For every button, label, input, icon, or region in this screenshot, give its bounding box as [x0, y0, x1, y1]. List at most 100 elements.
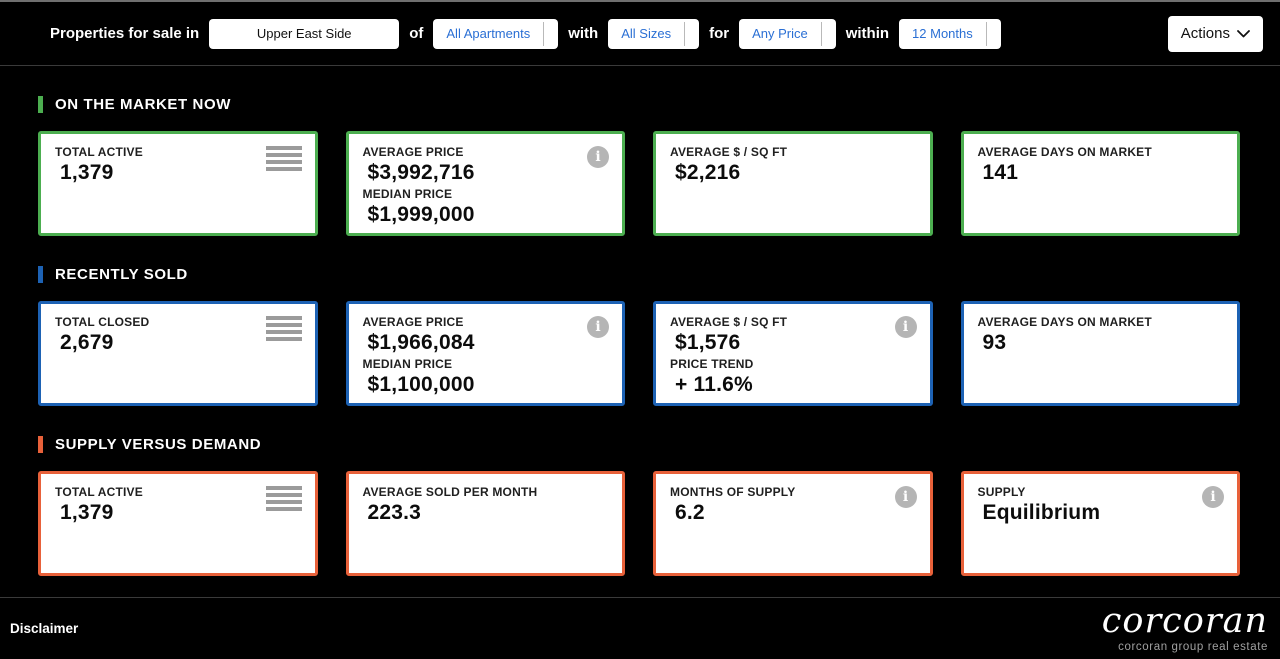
section-header: SUPPLY VERSUS DEMAND [38, 436, 1240, 453]
metric-card: AVERAGE DAYS ON MARKET 93 [960, 301, 1240, 406]
metric-label: PRICE TREND [670, 357, 754, 371]
metric: TOTAL CLOSED 2,679 [55, 315, 301, 355]
metrics-section: SUPPLY VERSUS DEMAND TOTAL ACTIVE 1,379 … [38, 436, 1240, 576]
connector-with: with [568, 25, 599, 42]
metric-label: SUPPLY [977, 485, 1026, 499]
metric: AVERAGE DAYS ON MARKET 141 [978, 145, 1224, 185]
metric-value: $3,992,716 [367, 161, 475, 184]
card-body: AVERAGE PRICE $1,966,084 MEDIAN PRICE $1… [363, 315, 609, 397]
card-row: TOTAL ACTIVE 1,379 AVERAGE SOLD PER MONT… [38, 471, 1240, 576]
timeframe-value: 12 Months [912, 26, 973, 41]
menu-icon-bar [265, 146, 302, 150]
menu-icon-bar [265, 337, 302, 341]
connector-of: of [409, 25, 424, 42]
menu-icon-bar [265, 160, 302, 164]
metric-card: MONTHS OF SUPPLY 6.2 i [653, 471, 933, 576]
metric-label: MEDIAN PRICE [362, 357, 453, 371]
actions-button[interactable]: Actions [1167, 15, 1263, 52]
filter-bar-label: Properties for sale in [50, 25, 200, 42]
dropdown-arrow-area[interactable] [685, 19, 699, 49]
metric-value: 2,679 [60, 331, 114, 354]
metric-card: AVERAGE $ / SQ FT $2,216 [653, 131, 933, 236]
price-dropdown[interactable]: Any Price [739, 18, 836, 49]
property-type-value: All Apartments [446, 26, 531, 41]
metric-label: AVERAGE $ / SQ FT [670, 315, 788, 329]
metric: MEDIAN PRICE $1,100,000 [363, 357, 609, 397]
metric: AVERAGE SOLD PER MONTH 223.3 [363, 485, 609, 525]
metric-label: TOTAL ACTIVE [55, 485, 143, 499]
metrics-section: ON THE MARKET NOW TOTAL ACTIVE 1,379 AVE… [38, 96, 1240, 236]
menu-icon-bar [265, 507, 302, 511]
metric-value: $1,100,000 [367, 373, 475, 396]
card-body: TOTAL ACTIVE 1,379 [55, 145, 301, 185]
disclaimer-link[interactable]: Disclaimer [10, 621, 79, 636]
dropdown-arrow-area[interactable] [544, 19, 558, 49]
dropdown-divider [985, 21, 987, 46]
metric: AVERAGE PRICE $1,966,084 [363, 315, 609, 355]
metric-card: AVERAGE PRICE $3,992,716 MEDIAN PRICE $1… [345, 131, 625, 236]
card-body: AVERAGE DAYS ON MARKET 93 [978, 315, 1224, 355]
corcoran-logo: corcoran corcoran group real estate [1101, 600, 1268, 654]
logo-tagline: corcoran group real estate [1118, 640, 1268, 653]
dropdown-arrow-area[interactable] [822, 19, 836, 49]
logo-wordmark: corcoran [1101, 600, 1268, 641]
size-value: All Sizes [621, 26, 672, 41]
card-body: SUPPLY Equilibrium [978, 485, 1224, 525]
metric-label: AVERAGE PRICE [362, 315, 464, 329]
menu-icon[interactable] [265, 486, 302, 511]
metric: AVERAGE $ / SQ FT $2,216 [670, 145, 916, 185]
card-body: AVERAGE $ / SQ FT $2,216 [670, 145, 916, 185]
info-icon[interactable]: i [894, 486, 917, 508]
menu-icon-bar [265, 486, 302, 490]
menu-icon-bar [265, 500, 302, 504]
dropdown-arrow-area[interactable] [987, 19, 1001, 49]
metric: AVERAGE DAYS ON MARKET 93 [978, 315, 1224, 355]
menu-icon[interactable] [265, 316, 302, 341]
metric: SUPPLY Equilibrium [978, 485, 1224, 525]
section-title: SUPPLY VERSUS DEMAND [55, 436, 262, 453]
menu-icon-bar [265, 323, 302, 327]
metric-label: MONTHS OF SUPPLY [670, 485, 796, 499]
menu-icon-bar [265, 330, 302, 334]
metric-label: TOTAL CLOSED [55, 315, 150, 329]
metric-value: 6.2 [675, 501, 705, 524]
info-icon[interactable]: i [1202, 486, 1224, 508]
metric-card: TOTAL CLOSED 2,679 [38, 301, 318, 406]
card-row: TOTAL CLOSED 2,679 AVERAGE PRICE $1,966,… [38, 301, 1240, 406]
info-icon[interactable]: i [587, 316, 609, 338]
metric-value: 223.3 [367, 501, 422, 524]
card-body: TOTAL CLOSED 2,679 [55, 315, 301, 355]
metric: TOTAL ACTIVE 1,379 [55, 485, 301, 525]
metric-value: 141 [982, 161, 1019, 184]
metric-card: AVERAGE PRICE $1,966,084 MEDIAN PRICE $1… [345, 301, 625, 406]
card-row: TOTAL ACTIVE 1,379 AVERAGE PRICE $3,992,… [38, 131, 1240, 236]
metric-card: AVERAGE $ / SQ FT $1,576 PRICE TREND + 1… [653, 301, 933, 406]
timeframe-dropdown[interactable]: 12 Months [899, 18, 1001, 49]
metric-label: MEDIAN PRICE [362, 187, 453, 201]
menu-icon[interactable] [265, 146, 302, 171]
card-body: AVERAGE PRICE $3,992,716 MEDIAN PRICE $1… [363, 145, 609, 227]
card-body: TOTAL ACTIVE 1,379 [55, 485, 301, 525]
connector-within: within [845, 25, 890, 42]
metrics-section: RECENTLY SOLD TOTAL CLOSED 2,679 AVERAGE… [38, 266, 1240, 406]
metric: AVERAGE $ / SQ FT $1,576 [670, 315, 916, 355]
size-dropdown[interactable]: All Sizes [608, 18, 700, 49]
footer: Disclaimer corcoran corcoran group real … [0, 597, 1280, 659]
location-input[interactable] [209, 18, 400, 49]
metric-value: $1,576 [675, 331, 741, 354]
metric-card: TOTAL ACTIVE 1,379 [38, 471, 318, 576]
metric-value: Equilibrium [982, 501, 1101, 524]
card-body: AVERAGE $ / SQ FT $1,576 PRICE TREND + 1… [670, 315, 916, 397]
card-body: AVERAGE SOLD PER MONTH 223.3 [363, 485, 609, 525]
metric-label: AVERAGE PRICE [362, 145, 464, 159]
card-body: AVERAGE DAYS ON MARKET 141 [978, 145, 1224, 185]
menu-icon-bar [265, 167, 302, 171]
metric-value: 93 [982, 331, 1007, 354]
metric-card: TOTAL ACTIVE 1,379 [38, 131, 318, 236]
property-type-dropdown[interactable]: All Apartments [433, 18, 559, 49]
metrics-main: ON THE MARKET NOW TOTAL ACTIVE 1,379 AVE… [0, 96, 1280, 576]
chevron-down-icon [1237, 29, 1250, 37]
metric-label: TOTAL ACTIVE [55, 145, 143, 159]
info-icon[interactable]: i [894, 316, 917, 338]
info-icon[interactable]: i [587, 146, 609, 168]
